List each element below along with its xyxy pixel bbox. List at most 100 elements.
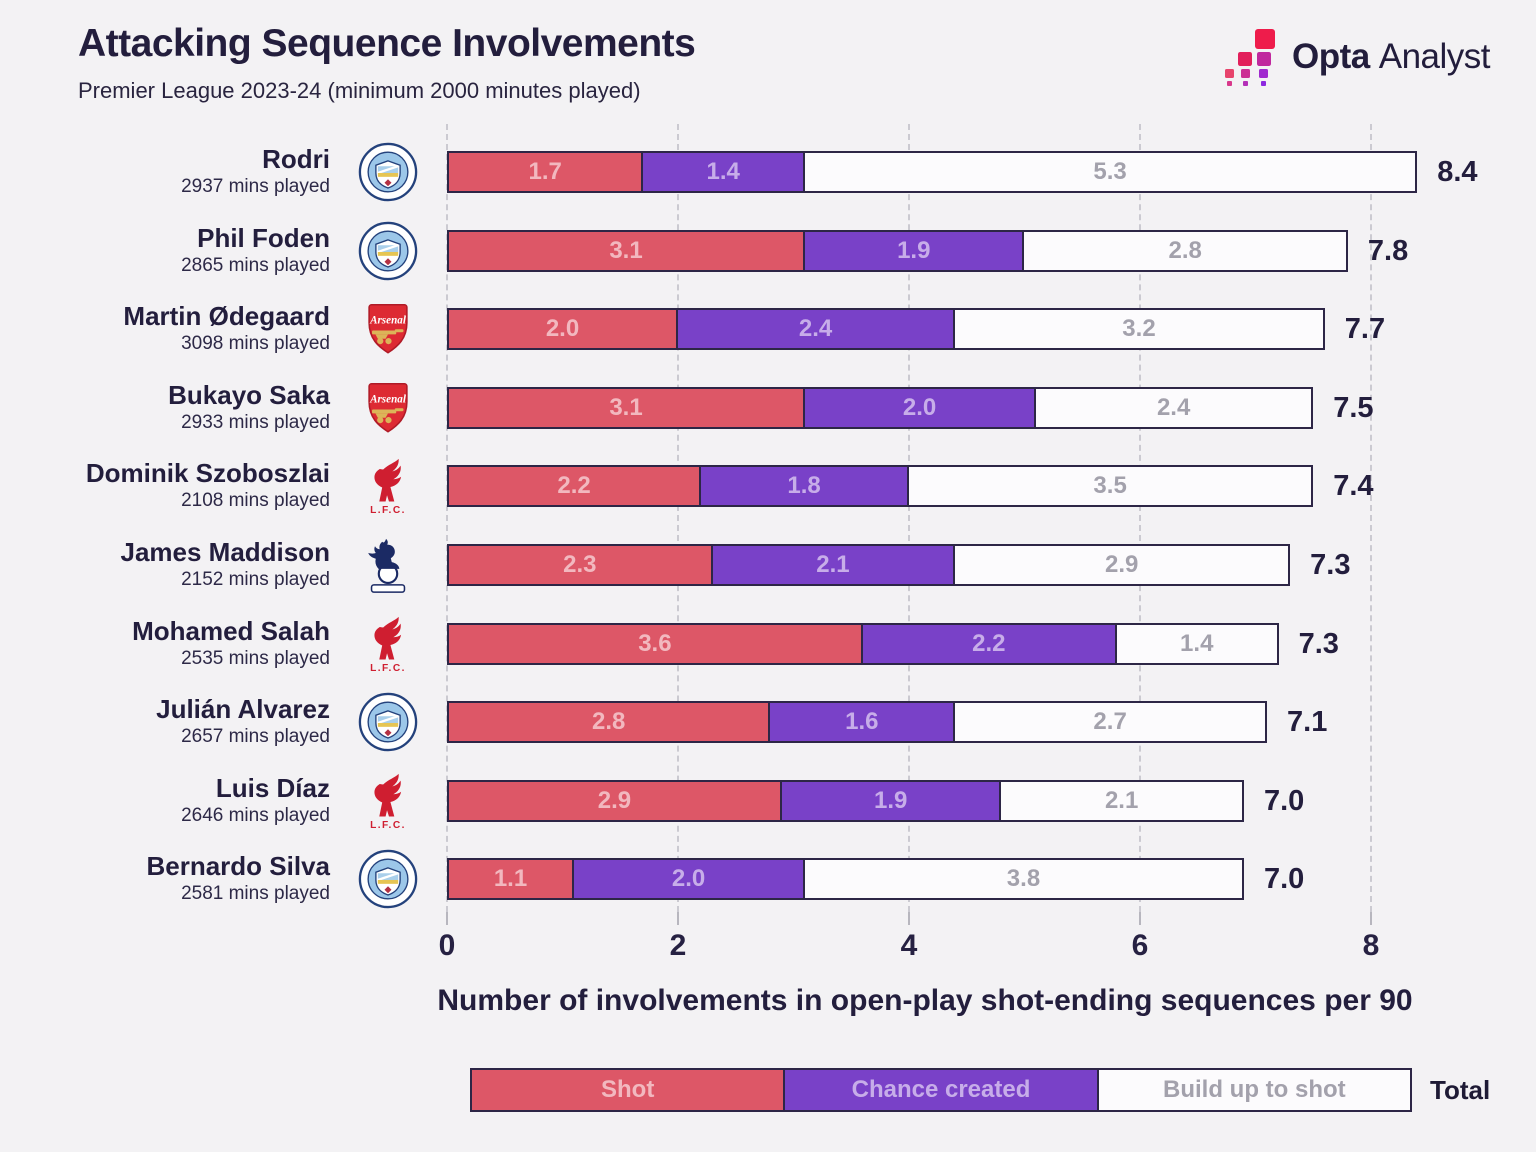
player-name: Bukayo Saka [168, 379, 330, 410]
segment-build-up-to-shot: 2.4 [1036, 386, 1314, 429]
segment-build-up-to-shot: 2.7 [955, 701, 1268, 744]
player-mins-played: 2152 mins played [181, 569, 330, 590]
segment-build-up-to-shot: 3.8 [805, 858, 1244, 901]
segment-build-up-to-shot: 5.3 [805, 151, 1418, 193]
segment-chance-created: 1.9 [781, 779, 1002, 822]
stacked-bar: 1.7 1.4 5.3 [447, 151, 1418, 193]
stacked-bar: 1.1 2.0 3.8 [447, 858, 1244, 901]
player-mins-played: 2581 mins played [181, 883, 330, 905]
spurs-badge [357, 534, 419, 596]
man-city-badge [357, 141, 419, 203]
axis-tick [908, 912, 910, 925]
segment-chance-created: 2.4 [678, 308, 956, 351]
player-mins-played: 2933 mins played [181, 411, 330, 433]
x-axis-label: Number of involvements in open-play shot… [437, 984, 1413, 1017]
segment-shot: 2.8 [447, 701, 771, 744]
player-mins-played: 2657 mins played [181, 726, 330, 748]
segment-shot: 2.2 [447, 465, 702, 508]
arsenal-badge: Arsenal [357, 377, 419, 439]
arsenal-badge-icon: Arsenal [368, 382, 408, 433]
svg-text:L.F.C.: L.F.C. [370, 663, 406, 674]
man-city-badge-icon [358, 142, 418, 202]
man-city-badge [357, 848, 419, 910]
segment-chance-created: 2.1 [712, 544, 956, 586]
player-name: Bernardo Silva [146, 851, 330, 882]
segment-shot: 1.1 [447, 858, 575, 901]
segment-value: 2.0 [902, 393, 937, 421]
segment-value: 2.4 [798, 315, 833, 343]
axis-tick [677, 912, 679, 925]
player-mins-played: 2535 mins played [181, 647, 330, 669]
arsenal-badge: Arsenal [357, 298, 419, 360]
gridline [1139, 124, 1141, 912]
segment-value: 3.1 [609, 236, 643, 264]
arsenal-badge-icon: Arsenal [368, 304, 408, 354]
segment-shot: 3.6 [447, 622, 863, 665]
svg-text:L.F.C.: L.F.C. [370, 506, 406, 517]
segment-value: 2.0 [671, 865, 706, 893]
page-title: Attacking Sequence Involvements [78, 22, 696, 65]
player-label: Martin Ødegaard 3098 mins played [0, 301, 330, 357]
segment-value: 2.4 [1156, 393, 1191, 421]
total-value: 7.3 [1310, 549, 1351, 581]
stacked-bar: 2.3 2.1 2.9 [447, 544, 1291, 586]
tottenham-badge-icon [368, 538, 406, 593]
legend-item-build-up-to-shot: Build up to shot [1098, 1068, 1412, 1112]
segment-value: 1.8 [787, 472, 821, 500]
man-city-badge-icon [358, 692, 418, 752]
svg-text:Arsenal: Arsenal [369, 393, 407, 405]
player-name: Phil Foden [197, 222, 330, 253]
player-name: Mohamed Salah [132, 615, 330, 646]
segment-value: 2.8 [592, 708, 626, 736]
svg-text:Arsenal: Arsenal [369, 315, 407, 327]
axis-tick-label: 4 [900, 929, 918, 962]
segment-value: 3.1 [609, 393, 643, 421]
segment-value: 3.6 [638, 629, 672, 657]
stacked-bar: 2.2 1.8 3.5 [447, 465, 1314, 508]
segment-build-up-to-shot: 2.8 [1024, 229, 1348, 272]
segment-chance-created: 1.8 [701, 465, 909, 508]
opta-logo-icon [1224, 29, 1275, 86]
segment-value: 1.9 [897, 236, 931, 264]
liverpool-badge-icon: L.F.C. [370, 459, 406, 517]
segment-value: 2.9 [1104, 551, 1139, 578]
liverpool-badge-icon: L.F.C. [370, 616, 406, 674]
opta-analyst-logo: Opta Analyst [1224, 28, 1491, 86]
segment-value: 1.6 [845, 708, 879, 736]
player-label: Mohamed Salah 2535 mins played [0, 616, 330, 672]
axis-tick [1139, 912, 1141, 925]
segment-chance-created: 1.9 [805, 229, 1025, 272]
axis-tick-label: 8 [1362, 929, 1380, 962]
axis-tick-label: 0 [438, 929, 456, 962]
man-city-badge [357, 691, 419, 753]
segment-value: 1.9 [873, 786, 908, 814]
segment-value: 2.2 [972, 629, 1006, 657]
man-city-badge [357, 220, 419, 282]
segment-value: 2.3 [563, 551, 597, 578]
total-value: 7.7 [1344, 313, 1386, 346]
total-value: 7.3 [1298, 627, 1339, 660]
legend-item-shot: Shot [470, 1068, 786, 1112]
segment-shot: 3.1 [447, 229, 806, 272]
segment-value: 2.2 [557, 472, 591, 500]
axis-tick-label: 6 [1131, 929, 1149, 962]
player-label: Bukayo Saka 2933 mins played [0, 380, 330, 436]
svg-text:L.F.C.: L.F.C. [370, 820, 406, 831]
player-label: Julián Alvarez 2657 mins played [0, 694, 330, 750]
segment-chance-created: 1.6 [770, 701, 956, 744]
player-mins-played: 2646 mins played [181, 804, 330, 826]
liverpool-badge-icon: L.F.C. [370, 773, 406, 831]
total-value: 7.8 [1367, 234, 1409, 267]
axis-tick [446, 912, 448, 925]
player-label: Dominik Szoboszlai 2108 mins played [0, 458, 330, 514]
total-value: 7.0 [1263, 784, 1305, 817]
segment-value: 3.8 [1006, 865, 1041, 893]
segment-shot: 2.3 [447, 544, 713, 586]
man-city-badge-icon [358, 221, 418, 280]
segment-build-up-to-shot: 1.4 [1116, 622, 1279, 665]
axis-tick [1370, 912, 1372, 925]
stacked-bar: 3.1 2.0 2.4 [447, 386, 1314, 429]
player-label: Phil Foden 2865 mins played [0, 223, 330, 279]
segment-shot: 2.9 [447, 779, 782, 822]
